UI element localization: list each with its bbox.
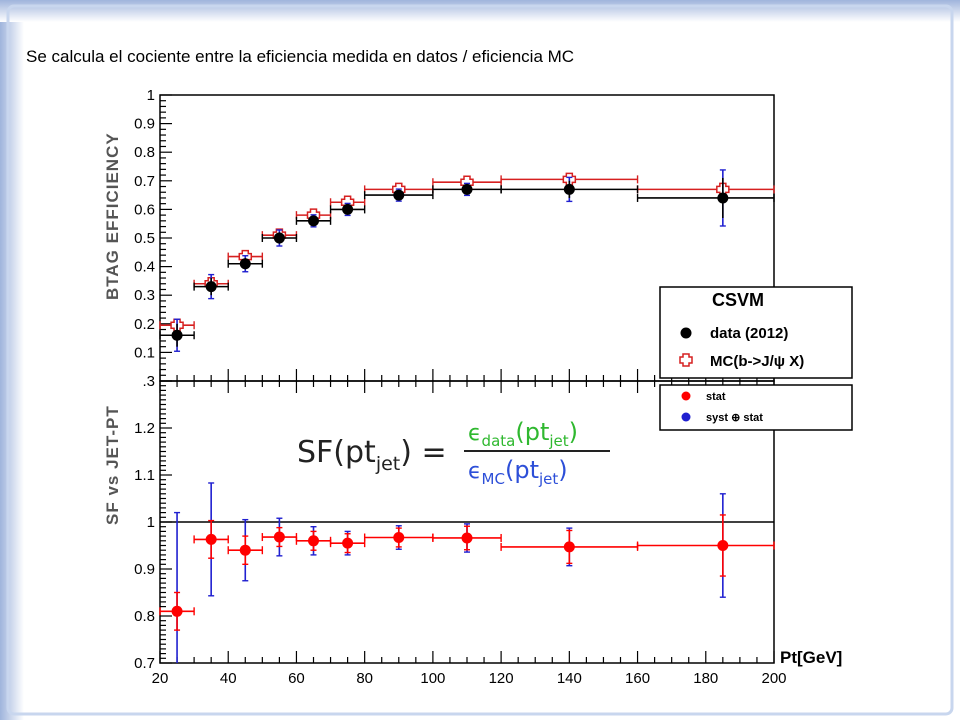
formula-numerator: ϵdata(ptjet): [468, 418, 578, 450]
x-tick-label: 140: [557, 670, 582, 687]
slide-caption: Se calcula el cociente entre la eficienc…: [26, 47, 575, 66]
sf-point: [563, 541, 575, 553]
sf-point: [717, 540, 729, 551]
y-tick-label: 0.8: [134, 608, 155, 625]
legend-stat-label: stat: [706, 391, 726, 403]
y-tick-label: 0.1: [134, 344, 155, 361]
y-tick-label: .3: [142, 373, 155, 390]
x-tick-label: 40: [220, 670, 237, 687]
x-tick-label: 60: [288, 670, 305, 687]
data-point: [342, 203, 354, 215]
x-tick-label: 160: [625, 670, 650, 687]
legend-mc-label: MC(b->J/ψ X): [710, 353, 804, 370]
legend-syst-marker: [681, 412, 691, 422]
x-tick-label: 100: [420, 670, 445, 687]
x-tick-label: 80: [356, 670, 373, 687]
data-point: [563, 183, 575, 195]
x-tick-label: 180: [693, 670, 718, 687]
y-tick-label: 0.3: [134, 287, 155, 304]
sf-point: [342, 537, 354, 549]
sf-formula: SF(ptjet) = ϵdata(ptjet) ϵMC(ptjet): [286, 406, 616, 488]
axis-tick-labels: 20 40 60 80 100 120 140 160 180 200 0.1 0.2 0.3 0.4 0.…: [134, 87, 786, 687]
x-axis-label: Pt[GeV]: [780, 648, 842, 667]
y-tick-label: 0.9: [134, 116, 155, 133]
frame-outline: [6, 4, 954, 716]
data-point: [239, 258, 251, 270]
top-y-axis-label: BTAG EFFICIENCY: [103, 132, 122, 300]
y-tick-label: 1: [147, 87, 155, 104]
formula-background: [286, 406, 616, 488]
legend-bottom: stat syst ⊕ stat: [659, 384, 853, 431]
x-tick-label: 20: [152, 670, 169, 687]
y-tick-label: 0.9: [134, 561, 155, 578]
frame-left-border: [0, 0, 24, 720]
data-point: [205, 281, 217, 293]
sf-point: [205, 533, 217, 545]
legend-stat-marker: [681, 391, 691, 401]
data-point: [461, 183, 473, 195]
y-tick-label: 0.8: [134, 144, 155, 161]
y-tick-label: 0.7: [134, 173, 155, 190]
y-tick-label: 1: [147, 514, 155, 531]
x-tick-label: 200: [761, 670, 786, 687]
legend-title: CSVM: [712, 290, 764, 310]
y-tick-label: 1.2: [134, 420, 155, 437]
sf-point: [393, 532, 405, 544]
sf-point: [461, 532, 473, 544]
data-point: [171, 329, 183, 341]
data-point: [393, 189, 405, 201]
formula-lhs: SF(ptjet) =: [297, 435, 447, 475]
sf-point: [273, 531, 285, 543]
legend-top: CSVM data (2012) MC(b->J/ψ X): [659, 286, 853, 379]
legend-data-label: data (2012): [710, 325, 788, 342]
legend-mc-marker: [679, 353, 693, 367]
x-tick-label: 120: [489, 670, 514, 687]
y-tick-label: 0.5: [134, 230, 155, 247]
legend-bottom-box: [659, 384, 853, 431]
formula-denominator: ϵMC(ptjet): [468, 456, 568, 488]
y-tick-label: 1.1: [134, 467, 155, 484]
chart-marks: [159, 169, 775, 663]
sf-point: [239, 544, 251, 556]
y-tick-label: 0.6: [134, 201, 155, 218]
data-point: [717, 192, 729, 204]
y-tick-label: 0.4: [134, 259, 155, 276]
data-point: [273, 232, 285, 244]
sf-point: [308, 535, 319, 547]
legend-syst-label: syst ⊕ stat: [706, 412, 763, 424]
y-tick-label: 0.2: [134, 316, 155, 333]
legend-data-marker: [680, 327, 692, 339]
data-point: [308, 215, 319, 227]
y-tick-label: 0.7: [134, 655, 155, 672]
bottom-y-axis-label: SF vs JET-PT: [103, 405, 122, 525]
sf-point: [171, 605, 183, 617]
